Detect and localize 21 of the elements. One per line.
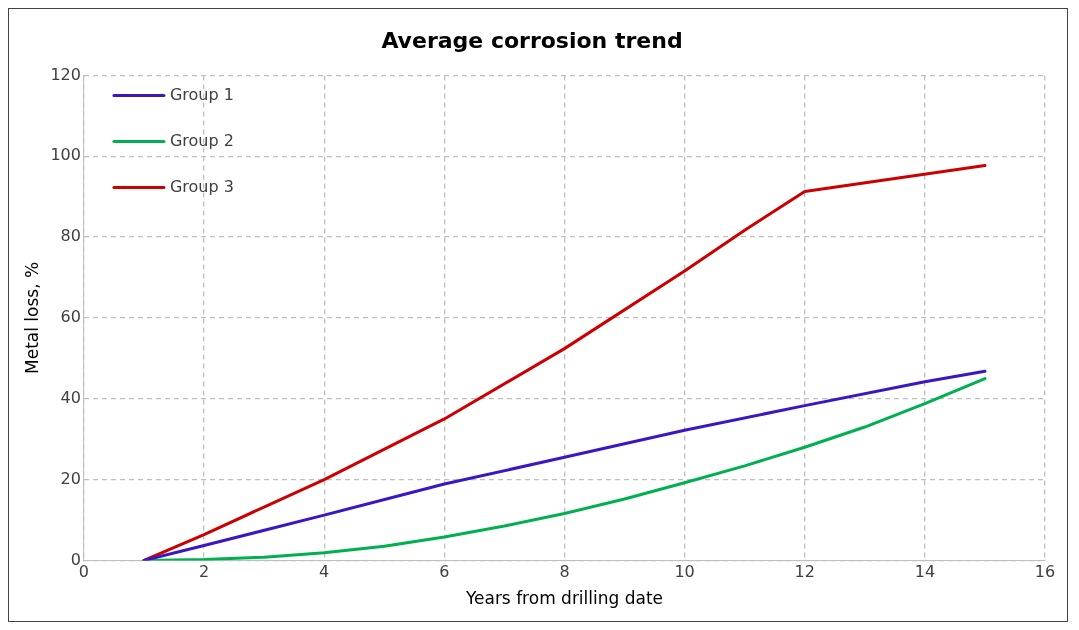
legend-label: Group 2 [169, 130, 234, 150]
y-tick-label: 120 [50, 64, 81, 84]
x-tick-label: 14 [914, 562, 936, 582]
x-tick-label: 8 [559, 562, 570, 582]
y-tick-label: 80 [60, 226, 81, 246]
x-tick-label: 2 [198, 562, 210, 582]
x-tick-label: 10 [674, 562, 695, 582]
y-tick-label: 60 [60, 307, 81, 327]
x-tick-label: 12 [794, 562, 815, 582]
x-tick-label: 4 [319, 562, 330, 582]
x-tick-label: 6 [439, 562, 450, 582]
chart-title: Average corrosion trend [381, 27, 683, 53]
y-tick-label: 0 [70, 549, 81, 569]
y-tick-label: 40 [60, 387, 81, 407]
y-axis-title: Metal loss, % [21, 261, 42, 374]
x-axis-title: Years from drilling date [464, 588, 664, 609]
legend-label: Group 3 [169, 176, 234, 196]
legend-label: Group 1 [169, 84, 234, 104]
y-tick-label: 20 [60, 468, 81, 488]
y-tick-label: 100 [50, 145, 81, 165]
x-tick-label: 16 [1034, 562, 1056, 582]
